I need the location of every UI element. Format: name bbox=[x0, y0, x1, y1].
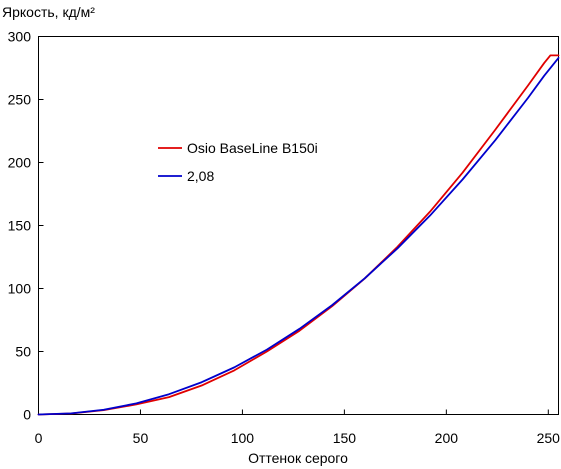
y-tick-label: 50 bbox=[15, 344, 31, 360]
x-tick-label: 200 bbox=[435, 430, 459, 446]
x-tick-label: 100 bbox=[231, 430, 255, 446]
y-tick-label: 100 bbox=[8, 281, 32, 297]
x-axis-label: Оттенок серого bbox=[248, 450, 348, 466]
y-tick-label: 0 bbox=[23, 407, 31, 423]
x-tick-label: 150 bbox=[333, 430, 357, 446]
y-axis-ticks: 0 50 100 150 200 250 300 bbox=[8, 29, 44, 423]
series-line-1 bbox=[37, 57, 560, 416]
y-axis-label: Яркость, кд/м² bbox=[2, 4, 95, 20]
series-line-0 bbox=[37, 54, 560, 416]
y-tick-label: 200 bbox=[8, 155, 32, 171]
x-tick-label: 250 bbox=[537, 430, 561, 446]
x-tick-label: 50 bbox=[133, 430, 149, 446]
x-tick-label: 0 bbox=[35, 430, 43, 446]
legend-label-0: Osio BaseLine B150i bbox=[187, 140, 318, 156]
series-lines bbox=[37, 54, 560, 416]
y-tick-label: 150 bbox=[8, 218, 32, 234]
legend: Osio BaseLine B150i 2,08 bbox=[158, 140, 318, 184]
y-tick-label: 250 bbox=[8, 92, 32, 108]
plot-frame bbox=[38, 36, 559, 415]
legend-label-1: 2,08 bbox=[187, 168, 214, 184]
x-axis-ticks: 0 50 100 150 200 250 bbox=[35, 409, 561, 446]
y-tick-label: 300 bbox=[8, 29, 32, 45]
